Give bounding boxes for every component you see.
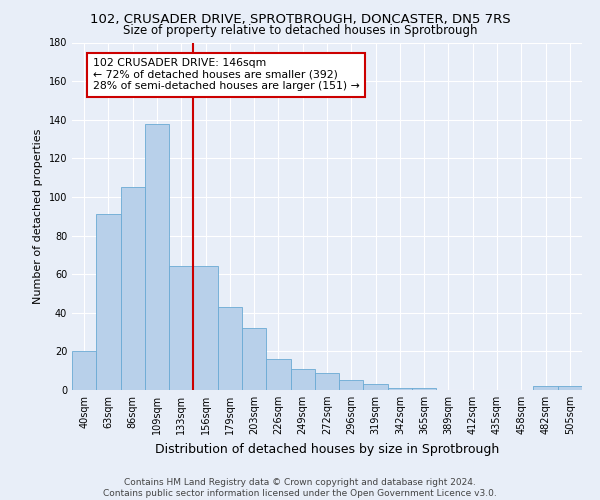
Bar bbox=[218, 307, 242, 390]
Text: Size of property relative to detached houses in Sprotbrough: Size of property relative to detached ho… bbox=[123, 24, 477, 37]
Bar bbox=[266, 359, 290, 390]
Bar bbox=[290, 369, 315, 390]
Bar bbox=[388, 388, 412, 390]
Bar bbox=[339, 380, 364, 390]
Bar bbox=[364, 384, 388, 390]
Bar bbox=[193, 266, 218, 390]
Bar bbox=[169, 266, 193, 390]
Bar bbox=[121, 188, 145, 390]
Bar bbox=[96, 214, 121, 390]
Text: Contains HM Land Registry data © Crown copyright and database right 2024.
Contai: Contains HM Land Registry data © Crown c… bbox=[103, 478, 497, 498]
X-axis label: Distribution of detached houses by size in Sprotbrough: Distribution of detached houses by size … bbox=[155, 442, 499, 456]
Text: 102 CRUSADER DRIVE: 146sqm
← 72% of detached houses are smaller (392)
28% of sem: 102 CRUSADER DRIVE: 146sqm ← 72% of deta… bbox=[92, 58, 359, 91]
Bar bbox=[412, 388, 436, 390]
Bar bbox=[533, 386, 558, 390]
Bar bbox=[315, 372, 339, 390]
Bar bbox=[72, 352, 96, 390]
Y-axis label: Number of detached properties: Number of detached properties bbox=[33, 128, 43, 304]
Bar bbox=[242, 328, 266, 390]
Bar bbox=[558, 386, 582, 390]
Bar bbox=[145, 124, 169, 390]
Text: 102, CRUSADER DRIVE, SPROTBROUGH, DONCASTER, DN5 7RS: 102, CRUSADER DRIVE, SPROTBROUGH, DONCAS… bbox=[89, 12, 511, 26]
